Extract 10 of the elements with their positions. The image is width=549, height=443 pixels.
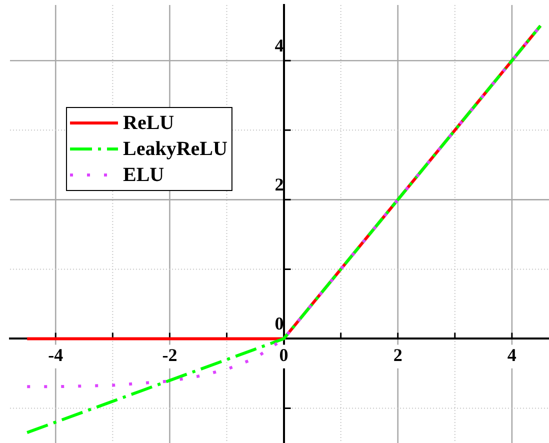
- x-tick-label: -4: [48, 345, 64, 366]
- legend-label: ELU: [123, 164, 164, 186]
- legend-label: ReLU: [123, 112, 174, 134]
- x-tick-label: 2: [393, 345, 402, 366]
- y-tick-label: 2: [274, 174, 284, 194]
- y-tick-label: 0: [274, 313, 284, 334]
- y-tick-label: 4: [274, 35, 284, 56]
- x-tick-label: 4: [507, 345, 516, 366]
- legend-label: LeakyReLU: [123, 138, 228, 160]
- x-tick-label: -2: [162, 345, 178, 366]
